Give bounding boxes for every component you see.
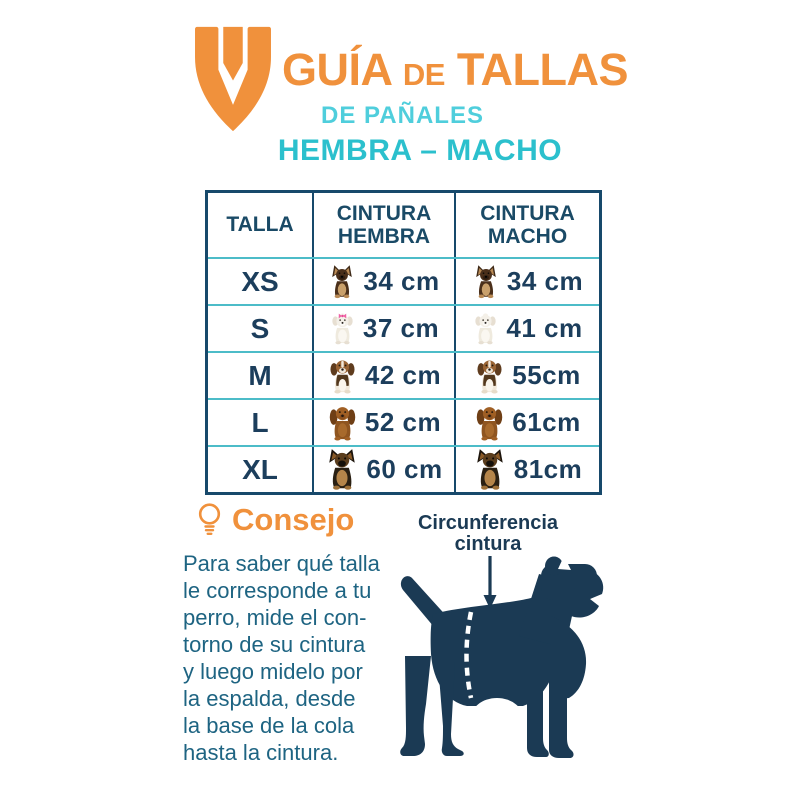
measure-value: 55cm <box>512 360 581 390</box>
hembra-measure-cell: 34 cm <box>312 259 454 304</box>
beagle-photo <box>327 357 358 394</box>
tip-title: Consejo <box>232 502 355 537</box>
waist-pointer-arrow <box>483 556 497 609</box>
table-row-m: M 42 cm 55cm <box>208 351 599 398</box>
diagram-label-line2: cintura <box>454 533 522 555</box>
size-label: L <box>251 406 269 438</box>
maltese-photo <box>472 312 499 345</box>
tip-paragraph: Para saber qué talla le corresponde a tu… <box>183 550 423 766</box>
cocker-spaniel-photo <box>327 404 358 441</box>
measure-value: 60 cm <box>366 454 443 484</box>
table-row-s: S 37 cm 41 cm <box>208 304 599 351</box>
tip-line: perro, mide el con- <box>183 605 367 630</box>
measure-value: 61cm <box>512 407 581 437</box>
title-word-de: DE <box>402 57 446 92</box>
table-row-xl: XL 60 cm 81cm <box>208 445 599 492</box>
diagram-label-line1: Circunferencia <box>417 512 559 534</box>
size-label: S <box>250 312 270 344</box>
tip-line: hasta la cintura. <box>183 740 339 765</box>
column-header-talla: TALLA <box>226 213 294 237</box>
german-shepherd-photo <box>325 449 359 490</box>
beagle-photo <box>474 357 505 394</box>
lightbulb-icon <box>198 503 221 535</box>
measure-value: 41 cm <box>506 313 583 343</box>
measure-value: 52 cm <box>364 407 442 437</box>
tip-line: y luego midelo por <box>183 659 363 684</box>
size-label: XL <box>242 453 278 485</box>
diagram-label: Circunferencia cintura <box>402 513 574 555</box>
page-title: GUÍA DE TALLAS <box>255 44 655 96</box>
macho-measure-cell: 41 cm <box>454 306 599 351</box>
dog-waist-diagram <box>400 556 604 758</box>
page-subtitle: DE PAÑALES <box>321 102 484 129</box>
column-header-cintura-hembra: CINTURA HEMBRA <box>312 193 454 257</box>
hembra-measure-cell: 60 cm <box>312 447 454 492</box>
hembra-measure-cell: 52 cm <box>312 400 454 445</box>
german-shepherd-photo <box>473 449 507 490</box>
hembra-measure-cell: 37 cm <box>312 306 454 351</box>
macho-measure-cell: 55cm <box>454 353 599 398</box>
measure-value: 34 cm <box>363 266 440 296</box>
brand-shield-w-icon <box>195 26 271 132</box>
hembra-measure-cell: 42 cm <box>312 353 454 398</box>
tip-line: le corresponde a tu <box>183 578 372 603</box>
column-header-cintura-macho: CINTURA MACHO <box>454 193 599 257</box>
table-header-row: TALLA CINTURA HEMBRA CINTURA MACHO <box>208 193 599 257</box>
tip-line: la base de la cola <box>183 713 355 738</box>
title-word-guia: GUÍA <box>281 44 391 95</box>
tip-line: la espalda, desde <box>183 686 356 711</box>
cocker-spaniel-photo <box>474 404 505 441</box>
chihuahua-photo <box>472 265 500 299</box>
tip-header: Consejo <box>196 502 354 538</box>
chihuahua-photo <box>328 265 356 299</box>
size-table: TALLA CINTURA HEMBRA CINTURA MACHO XS 34… <box>205 190 602 495</box>
table-row-l: L 52 cm 61cm <box>208 398 599 445</box>
title-word-tallas: TALLAS <box>456 44 629 95</box>
macho-measure-cell: 81cm <box>454 447 599 492</box>
measure-value: 81cm <box>513 454 583 484</box>
measure-value: 34 cm <box>506 266 584 296</box>
table-row-xs: XS 34 cm 34 cm <box>208 257 599 304</box>
size-label: M <box>248 359 272 391</box>
tip-line: torno de su cintura <box>183 632 366 657</box>
macho-measure-cell: 34 cm <box>454 259 599 304</box>
macho-measure-cell: 61cm <box>454 400 599 445</box>
maltese-with-bow-photo <box>329 312 356 345</box>
size-label: XS <box>241 265 279 297</box>
waist-dashed-line <box>464 611 474 699</box>
measure-value: 37 cm <box>362 313 440 343</box>
gender-heading: HEMBRA – MACHO <box>277 134 563 167</box>
measure-value: 42 cm <box>364 360 442 390</box>
tip-line: Para saber qué talla <box>183 551 380 576</box>
